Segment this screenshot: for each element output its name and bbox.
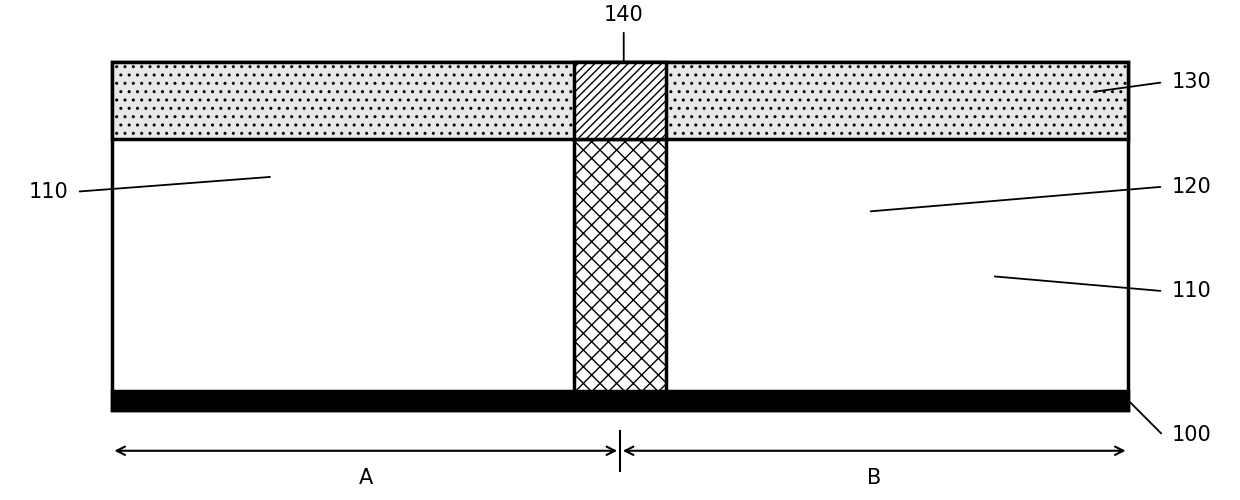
Bar xyxy=(112,62,1128,410)
Text: 120: 120 xyxy=(1172,176,1211,197)
Bar xyxy=(112,62,1128,139)
Bar xyxy=(574,62,666,139)
Text: 140: 140 xyxy=(604,5,644,25)
Text: B: B xyxy=(867,468,882,487)
Text: 110: 110 xyxy=(1172,281,1211,301)
Text: 100: 100 xyxy=(1172,426,1211,446)
Bar xyxy=(574,139,666,392)
Text: 110: 110 xyxy=(29,182,68,202)
Bar xyxy=(112,392,1128,410)
Text: 130: 130 xyxy=(1172,72,1211,92)
Text: A: A xyxy=(358,468,373,487)
